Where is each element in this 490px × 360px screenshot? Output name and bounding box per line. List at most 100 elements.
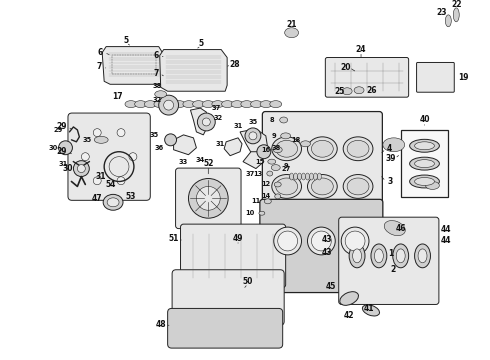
Ellipse shape bbox=[272, 175, 301, 198]
Text: 24: 24 bbox=[356, 45, 367, 54]
Ellipse shape bbox=[415, 244, 430, 268]
Ellipse shape bbox=[415, 160, 435, 168]
Text: 31: 31 bbox=[216, 141, 225, 147]
Ellipse shape bbox=[272, 137, 301, 161]
Text: 42: 42 bbox=[344, 311, 354, 320]
Text: 7: 7 bbox=[97, 62, 102, 71]
Text: 31: 31 bbox=[233, 123, 243, 129]
Ellipse shape bbox=[268, 159, 276, 164]
Ellipse shape bbox=[318, 173, 321, 180]
Ellipse shape bbox=[221, 101, 233, 108]
Polygon shape bbox=[224, 138, 242, 156]
Ellipse shape bbox=[271, 165, 280, 171]
Ellipse shape bbox=[308, 227, 335, 255]
Ellipse shape bbox=[212, 101, 224, 108]
Circle shape bbox=[196, 186, 220, 210]
Ellipse shape bbox=[250, 101, 262, 108]
Ellipse shape bbox=[155, 91, 167, 98]
Ellipse shape bbox=[410, 139, 440, 152]
Text: 26: 26 bbox=[367, 86, 377, 95]
Ellipse shape bbox=[297, 173, 301, 180]
Text: 21: 21 bbox=[286, 20, 297, 29]
FancyBboxPatch shape bbox=[339, 217, 439, 305]
Text: 18: 18 bbox=[291, 137, 300, 143]
Ellipse shape bbox=[274, 182, 281, 187]
Circle shape bbox=[74, 161, 89, 176]
Text: 37: 37 bbox=[245, 171, 255, 176]
Ellipse shape bbox=[183, 101, 195, 108]
Ellipse shape bbox=[107, 198, 119, 207]
FancyBboxPatch shape bbox=[262, 112, 382, 222]
Text: 14: 14 bbox=[261, 193, 270, 199]
Text: 19: 19 bbox=[458, 73, 468, 82]
FancyBboxPatch shape bbox=[416, 63, 454, 92]
Text: 9: 9 bbox=[283, 163, 288, 168]
Text: 44: 44 bbox=[441, 225, 452, 234]
Ellipse shape bbox=[276, 178, 297, 195]
Ellipse shape bbox=[353, 249, 362, 263]
Text: 48: 48 bbox=[155, 320, 166, 329]
Ellipse shape bbox=[264, 199, 271, 204]
Ellipse shape bbox=[374, 249, 383, 263]
Ellipse shape bbox=[278, 231, 297, 251]
Text: 39: 39 bbox=[386, 154, 396, 163]
Circle shape bbox=[159, 95, 178, 115]
Polygon shape bbox=[240, 129, 268, 159]
Ellipse shape bbox=[154, 101, 166, 108]
Text: 30: 30 bbox=[62, 164, 73, 173]
Ellipse shape bbox=[347, 178, 369, 195]
Circle shape bbox=[257, 145, 271, 159]
Ellipse shape bbox=[267, 171, 273, 176]
Polygon shape bbox=[102, 46, 164, 84]
Text: 35: 35 bbox=[83, 137, 92, 143]
Text: 12: 12 bbox=[261, 181, 270, 188]
Text: 43: 43 bbox=[322, 248, 333, 257]
Text: 6: 6 bbox=[153, 51, 158, 60]
Text: 35: 35 bbox=[149, 132, 158, 138]
Ellipse shape bbox=[301, 173, 305, 180]
Text: 34: 34 bbox=[196, 157, 205, 163]
Polygon shape bbox=[160, 50, 227, 91]
Text: 32: 32 bbox=[214, 115, 223, 121]
Circle shape bbox=[202, 118, 210, 126]
Ellipse shape bbox=[103, 194, 123, 210]
Ellipse shape bbox=[274, 227, 301, 255]
Ellipse shape bbox=[259, 211, 265, 215]
Circle shape bbox=[58, 141, 73, 155]
Text: 5: 5 bbox=[123, 36, 128, 45]
Text: 29: 29 bbox=[54, 127, 63, 133]
FancyBboxPatch shape bbox=[325, 58, 409, 97]
Ellipse shape bbox=[305, 173, 310, 180]
Ellipse shape bbox=[231, 101, 243, 108]
Polygon shape bbox=[243, 152, 264, 168]
Text: 11: 11 bbox=[251, 198, 261, 204]
Text: 9: 9 bbox=[271, 133, 276, 139]
Text: 52: 52 bbox=[203, 159, 214, 168]
Text: 5: 5 bbox=[199, 39, 204, 48]
Ellipse shape bbox=[294, 173, 297, 180]
Text: 28: 28 bbox=[230, 60, 241, 69]
Ellipse shape bbox=[363, 305, 380, 316]
Ellipse shape bbox=[135, 101, 147, 108]
Ellipse shape bbox=[347, 140, 369, 157]
Text: 36: 36 bbox=[154, 145, 163, 151]
Text: 46: 46 bbox=[395, 224, 406, 233]
Text: 41: 41 bbox=[364, 304, 374, 313]
Text: 38: 38 bbox=[271, 145, 280, 151]
Text: 20: 20 bbox=[340, 63, 350, 72]
Polygon shape bbox=[191, 108, 208, 135]
Ellipse shape bbox=[270, 101, 282, 108]
Circle shape bbox=[165, 134, 176, 146]
Text: 54: 54 bbox=[106, 180, 116, 189]
Text: 6: 6 bbox=[98, 48, 103, 57]
FancyBboxPatch shape bbox=[175, 168, 241, 229]
Ellipse shape bbox=[173, 101, 185, 108]
Circle shape bbox=[117, 177, 125, 185]
Ellipse shape bbox=[273, 147, 282, 153]
Text: 27: 27 bbox=[281, 166, 290, 172]
Text: 29: 29 bbox=[56, 122, 67, 131]
Ellipse shape bbox=[300, 141, 311, 147]
Ellipse shape bbox=[340, 292, 359, 305]
Text: 30: 30 bbox=[49, 145, 58, 151]
Text: 8: 8 bbox=[270, 117, 274, 123]
